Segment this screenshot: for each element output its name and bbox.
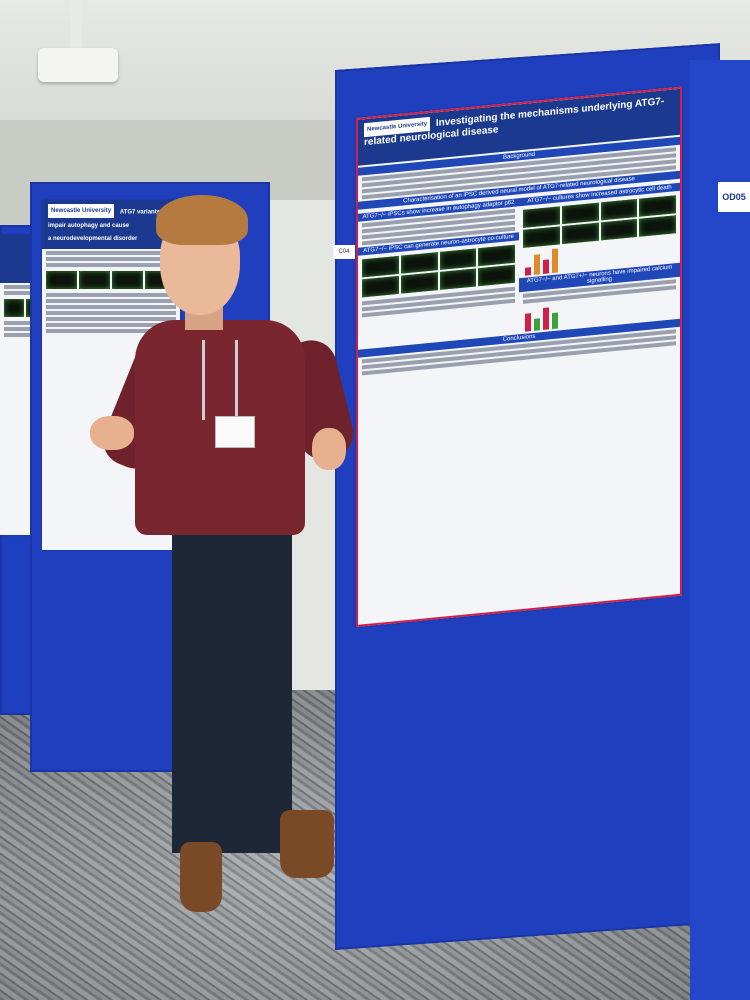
presenter-hair [156,195,248,245]
presenter-trousers [172,528,292,853]
poster-middle-title-1: ATG7 variants impair autophagy and cause [48,209,161,229]
board-small-tag: C04 [333,245,355,259]
presenter [90,190,360,920]
left-hand [90,416,134,450]
poster-board-edge [690,60,750,1000]
poster-middle-title-2: a neurodevelopmental disorder [48,235,138,242]
lanyard [202,340,238,420]
board-number-tag: OD05 [718,182,750,212]
projector-mount [70,0,82,52]
right-shoe [280,810,334,878]
poster-middle-logo: Newcastle University [48,204,115,218]
ceiling-projector [38,48,118,82]
left-shoe [180,842,222,912]
right-hand [312,428,346,470]
name-badge [215,416,255,448]
main-poster: Newcastle University Investigating the m… [356,86,682,628]
